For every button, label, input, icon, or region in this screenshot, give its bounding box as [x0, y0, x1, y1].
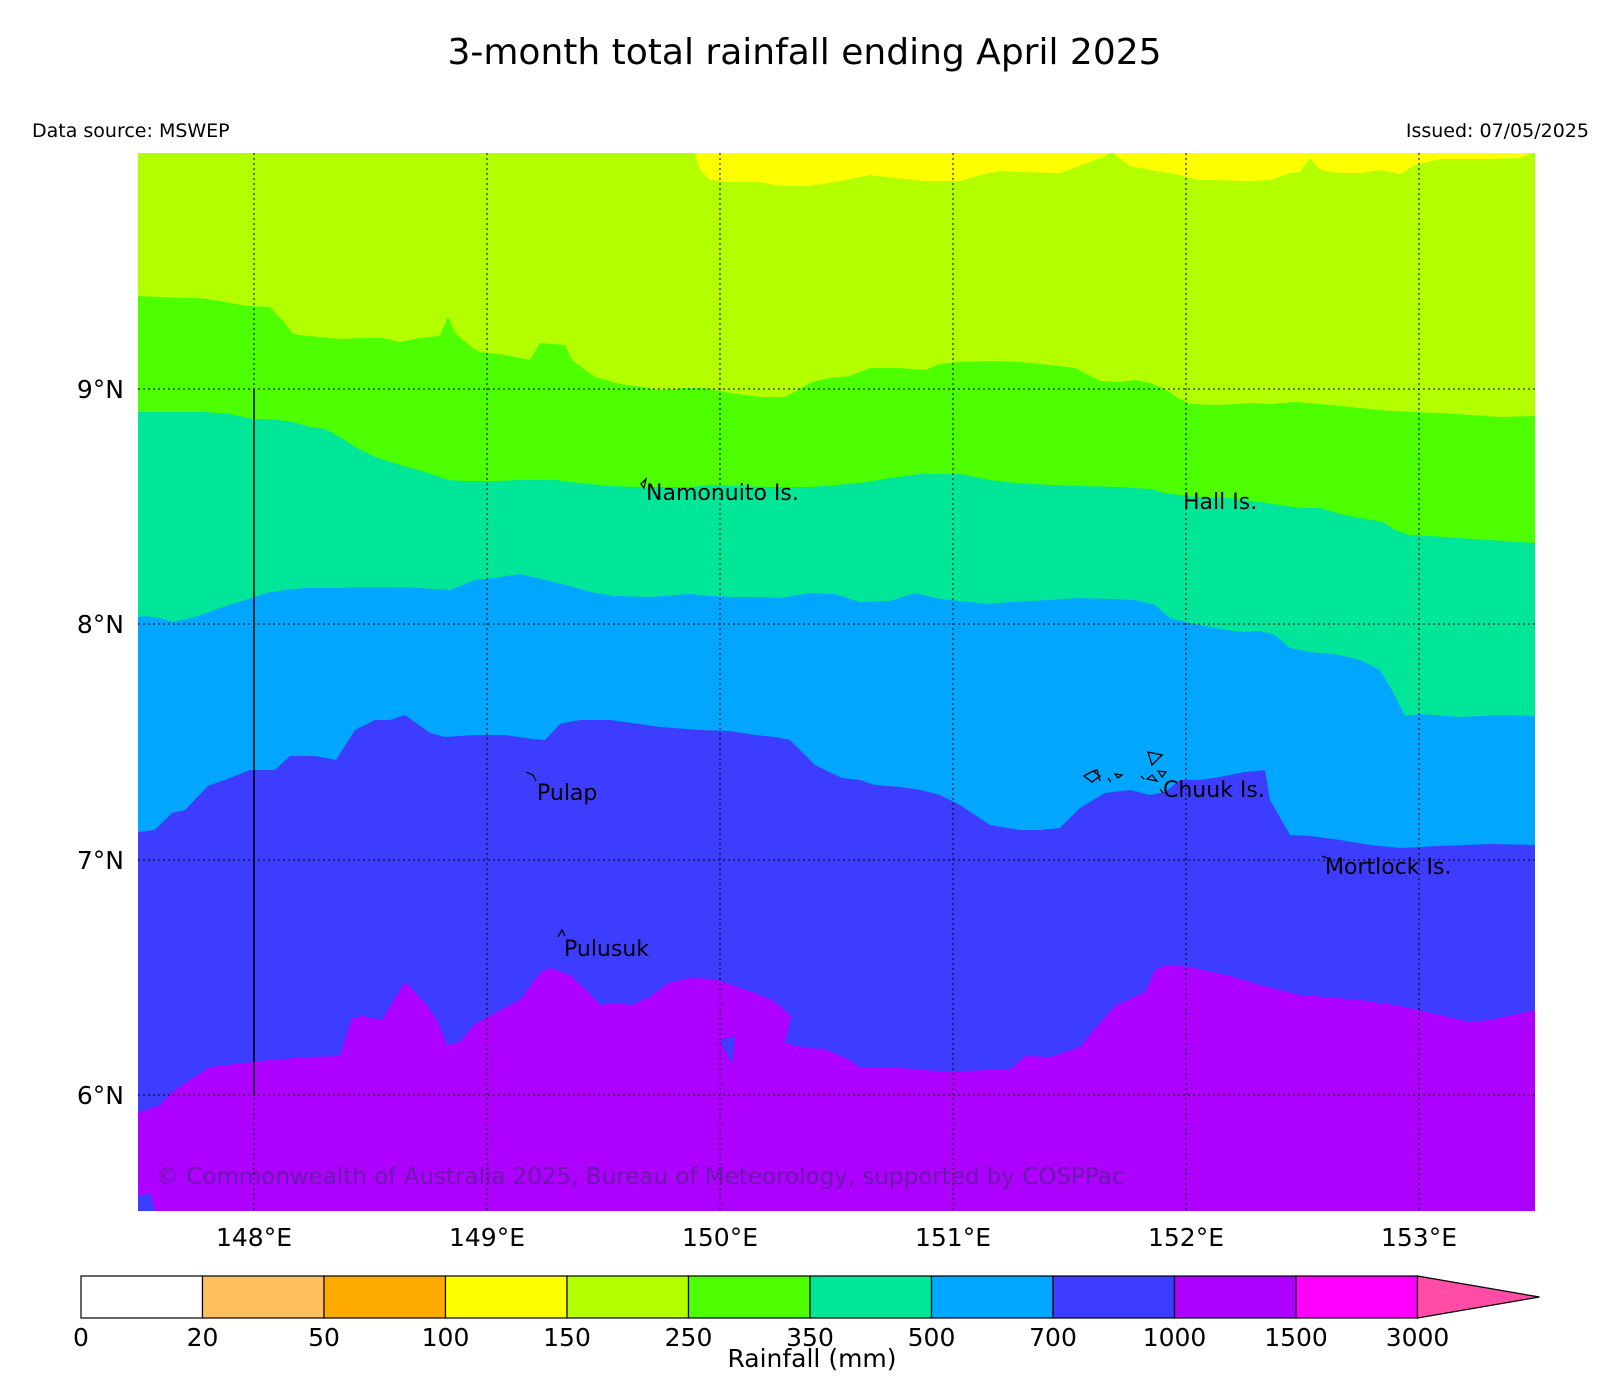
colorbar-segment-100	[444, 1275, 568, 1319]
lon-tick-153: 153°E	[1381, 1223, 1457, 1252]
chuuk-island-shape-3	[1090, 769, 1101, 782]
colorbar-extension-arrow	[1416, 1275, 1540, 1319]
colorbar: 0 20 50 100 150 250 350 500 700 1000 1500 3000	[73, 1275, 1540, 1352]
lon-tick-150: 150°E	[682, 1223, 758, 1252]
issued-date-label: Issued: 07/05/2025	[1405, 120, 1589, 142]
colorbar-tick-1500: 1500	[1264, 1323, 1328, 1352]
chuuk-island-shape-8	[1107, 777, 1112, 783]
place-label-chuuk: Chuuk Is.	[1163, 778, 1265, 803]
chuuk-island-shape-2	[1082, 770, 1102, 783]
place-label-mortlock: Mortlock Is.	[1325, 855, 1451, 880]
place-label-namonuito: Namonuito Is.	[646, 481, 799, 506]
colorbar-segment-1000	[1173, 1275, 1297, 1319]
place-label-pulap: Pulap	[537, 781, 597, 806]
place-label-pulusuk: Pulusuk	[564, 937, 649, 962]
chuuk-island-shape-7	[1140, 775, 1145, 780]
colorbar-segment-250	[687, 1275, 811, 1319]
colorbar-segment-0	[80, 1275, 204, 1319]
colorbar-tick-150: 150	[543, 1323, 591, 1352]
band-700-1000-inlet	[720, 1036, 735, 1064]
colorbar-tick-3000: 3000	[1386, 1323, 1450, 1352]
colorbar-segment-500	[930, 1275, 1054, 1319]
band-100-150	[695, 153, 1110, 186]
band-700-1000-corner	[138, 1193, 155, 1211]
colorbar-tick-500: 500	[908, 1323, 956, 1352]
place-label-hall: Hall Is.	[1183, 490, 1257, 515]
colorbar-segment-20	[201, 1275, 325, 1319]
lat-tick-9: 9°N	[77, 375, 124, 404]
lat-tick-6: 6°N	[77, 1081, 124, 1110]
mortlock-island-shape	[1321, 855, 1328, 859]
lon-tick-149: 149°E	[449, 1223, 525, 1252]
colorbar-tick-250: 250	[665, 1323, 713, 1352]
colorbar-tick-0: 0	[73, 1323, 89, 1352]
colorbar-tick-20: 20	[187, 1323, 219, 1352]
band-100-150-east	[1113, 153, 1533, 181]
colorbar-tick-50: 50	[308, 1323, 340, 1352]
map-title: 3-month total rainfall ending April 2025	[447, 32, 1162, 73]
pulap-island-shape	[525, 771, 537, 782]
copyright-watermark: © Commonwealth of Australia 2025, Bureau…	[156, 1164, 1125, 1190]
lon-tick-148: 148°E	[216, 1223, 292, 1252]
colorbar-segment-50	[323, 1275, 447, 1319]
colorbar-label: Rainfall (mm)	[727, 1344, 896, 1373]
chuuk-island-shape-6	[1156, 770, 1168, 779]
data-source-label: Data source: MSWEP	[32, 120, 230, 142]
namonuito-island-shape	[640, 476, 648, 490]
chuuk-island-shape-1	[1147, 751, 1164, 767]
colorbar-segment-150	[566, 1275, 690, 1319]
pulusuk-island-shape	[557, 928, 566, 938]
lat-tick-7: 7°N	[77, 846, 124, 875]
lon-tick-152: 152°E	[1148, 1223, 1224, 1252]
colorbar-tick-350: 350	[786, 1323, 834, 1352]
colorbar-tick-1000: 1000	[1143, 1323, 1207, 1352]
lon-tick-151: 151°E	[915, 1223, 991, 1252]
colorbar-segment-1500	[1295, 1275, 1419, 1319]
chuuk-island-shape-4	[1113, 773, 1124, 779]
colorbar-tick-700: 700	[1029, 1323, 1077, 1352]
lat-tick-8: 8°N	[77, 610, 124, 639]
rainfall-contours	[138, 153, 1535, 1211]
colorbar-segment-350	[809, 1275, 933, 1319]
colorbar-segment-700	[1052, 1275, 1176, 1319]
chuuk-island-shape-9	[1159, 788, 1164, 794]
colorbar-tick-100: 100	[422, 1323, 470, 1352]
graticule	[138, 153, 1535, 1211]
island-outlines	[525, 476, 1328, 938]
chuuk-island-shape-5	[1145, 774, 1159, 782]
